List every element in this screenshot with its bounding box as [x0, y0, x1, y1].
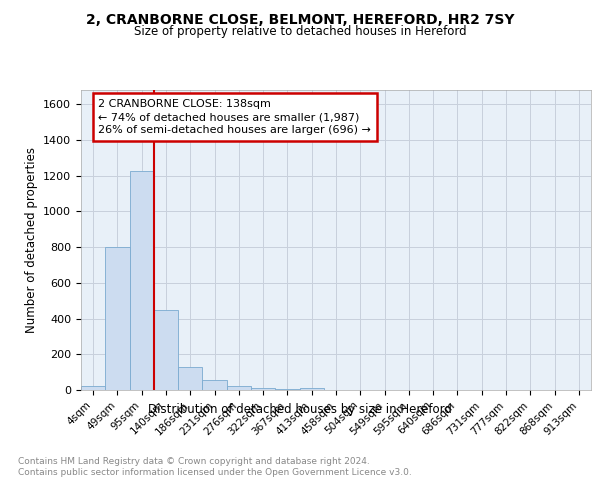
- Y-axis label: Number of detached properties: Number of detached properties: [25, 147, 38, 333]
- Text: Distribution of detached houses by size in Hereford: Distribution of detached houses by size …: [148, 402, 452, 415]
- Text: 2, CRANBORNE CLOSE, BELMONT, HEREFORD, HR2 7SY: 2, CRANBORNE CLOSE, BELMONT, HEREFORD, H…: [86, 12, 514, 26]
- Bar: [299, 388, 324, 390]
- Text: 2 CRANBORNE CLOSE: 138sqm
← 74% of detached houses are smaller (1,987)
26% of se: 2 CRANBORNE CLOSE: 138sqm ← 74% of detac…: [98, 99, 371, 136]
- Bar: [202, 380, 227, 390]
- Text: Size of property relative to detached houses in Hereford: Size of property relative to detached ho…: [134, 25, 466, 38]
- Bar: [178, 367, 202, 390]
- Bar: [275, 389, 299, 390]
- Bar: [154, 310, 178, 390]
- Bar: [105, 247, 130, 390]
- Bar: [130, 171, 154, 390]
- Text: Contains HM Land Registry data © Crown copyright and database right 2024.
Contai: Contains HM Land Registry data © Crown c…: [18, 458, 412, 477]
- Bar: [227, 386, 251, 390]
- Bar: [81, 386, 105, 390]
- Bar: [251, 388, 275, 390]
